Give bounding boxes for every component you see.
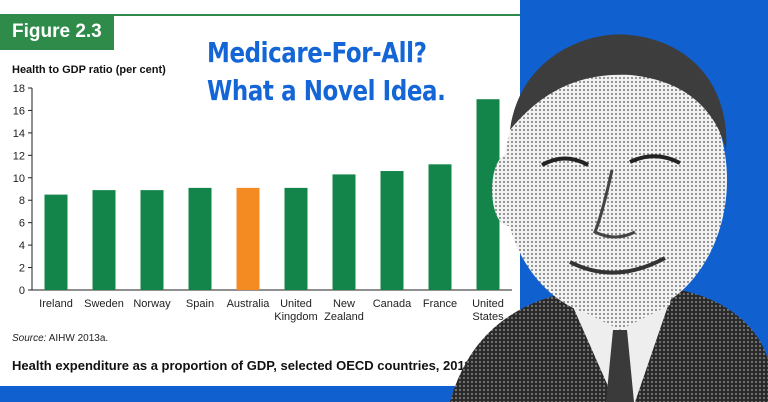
x-tick-label: Zealand	[324, 311, 364, 323]
x-tick-label: States	[472, 311, 504, 323]
y-tick-label: 16	[13, 105, 25, 117]
head-shape	[503, 42, 727, 318]
bar-chart: 0 2 4 6 8 10 12 14 16 18 Ireland Sweden Norway Spain…	[13, 83, 512, 323]
y-axis-title: Health to GDP ratio (per cent)	[12, 64, 166, 76]
x-tick-label: Australia	[227, 298, 271, 310]
x-axis-labels: Ireland Sweden Norway Spain Australia UnitedK…	[39, 298, 504, 323]
x-tick-label: Canada	[373, 298, 412, 310]
ear-shape	[492, 154, 524, 226]
y-tick-label: 14	[13, 128, 25, 140]
bar-norway	[140, 190, 164, 290]
y-axis: 0 2 4 6 8 10 12 14 16 18	[13, 83, 512, 297]
bar-united-states	[476, 99, 500, 290]
right-eye	[629, 154, 681, 165]
bar-canada	[380, 171, 404, 290]
source-text: AIHW 2013a.	[48, 333, 109, 344]
tie-shape	[606, 330, 634, 402]
source-note: Source: AIHW 2013a.	[12, 333, 108, 344]
left-eye	[541, 156, 589, 167]
bar-france	[428, 164, 452, 290]
bar-spain	[188, 187, 212, 290]
y-tick-label: 4	[19, 240, 25, 252]
y-tick-label: 10	[13, 173, 25, 185]
x-tick-label: Norway	[133, 298, 171, 310]
bars	[44, 99, 500, 290]
mouth-shape	[569, 256, 666, 275]
figure-label: Figure 2.3	[0, 14, 114, 50]
bar-sweden	[92, 190, 116, 290]
nose-shape	[593, 169, 636, 239]
x-tick-label: Sweden	[84, 298, 124, 310]
figure-header-rule	[0, 14, 520, 16]
x-tick-label: United	[472, 298, 504, 310]
y-tick-label: 0	[19, 285, 25, 297]
hair-shape	[510, 34, 727, 150]
x-tick-label: France	[423, 298, 457, 310]
bar-united-kingdom	[284, 187, 308, 290]
x-tick-label: New	[333, 298, 355, 310]
x-tick-label: Spain	[186, 298, 214, 310]
bar-new-zealand	[332, 174, 356, 290]
bar-ireland	[44, 194, 68, 290]
x-tick-label: United	[280, 298, 312, 310]
x-tick-label: Kingdom	[274, 311, 317, 323]
headline-line-2: What a Novel Idea.	[207, 74, 446, 107]
portrait-photo	[450, 34, 768, 402]
y-tick-label: 8	[19, 195, 25, 207]
x-tick-label: Ireland	[39, 298, 73, 310]
y-tick-label: 12	[13, 150, 25, 162]
source-prefix: Source:	[12, 333, 47, 344]
y-tick-label: 2	[19, 263, 25, 275]
y-tick-label: 18	[13, 83, 25, 95]
figure-caption: Health expenditure as a proportion of GD…	[12, 358, 472, 373]
y-tick-label: 6	[19, 218, 25, 230]
figure-card: Figure 2.3 Health to GDP ratio (per cent…	[0, 0, 520, 386]
headline: Medicare-For-All? What a Novel Idea.	[207, 34, 453, 110]
headline-line-1: Medicare-For-All?	[207, 36, 427, 69]
bar-australia	[236, 187, 260, 290]
